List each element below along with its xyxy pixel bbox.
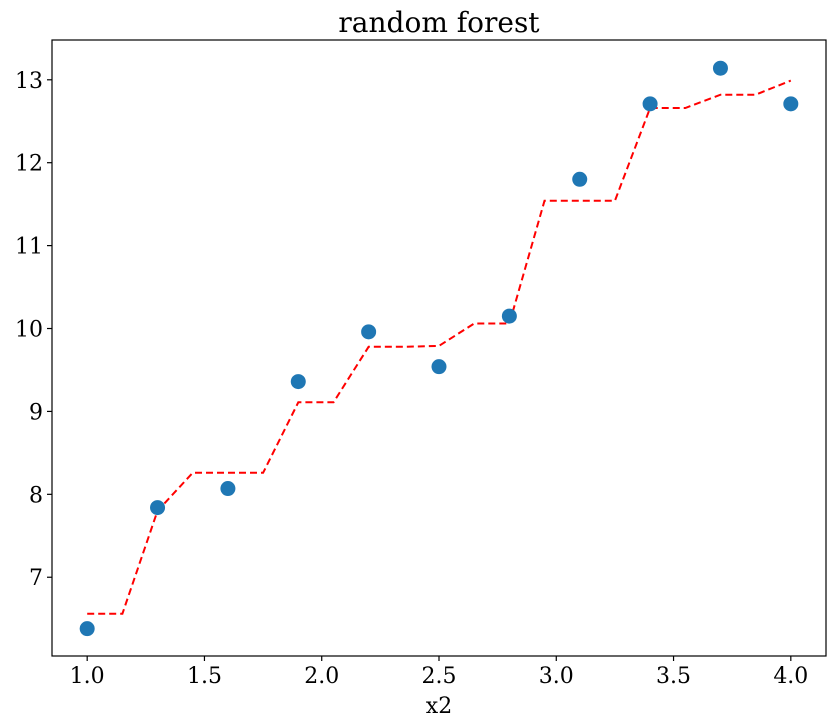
data-point bbox=[150, 500, 166, 516]
data-point bbox=[361, 324, 377, 340]
fit-line bbox=[87, 79, 792, 615]
data-point bbox=[220, 481, 236, 497]
data-point bbox=[290, 374, 306, 390]
x-tick-label: 3.5 bbox=[656, 664, 691, 689]
y-tick-label: 13 bbox=[15, 69, 43, 94]
data-points bbox=[79, 60, 799, 637]
data-point bbox=[712, 60, 728, 76]
x-tick-label: 1.5 bbox=[187, 664, 222, 689]
data-point bbox=[783, 96, 799, 112]
y-tick-label: 9 bbox=[29, 400, 43, 425]
data-point bbox=[572, 171, 588, 187]
x-tick-label: 4.0 bbox=[773, 664, 808, 689]
y-tick-label: 11 bbox=[15, 235, 43, 260]
y-tick-label: 10 bbox=[15, 318, 43, 343]
data-point bbox=[431, 359, 447, 375]
x-tick-label: 2.0 bbox=[304, 664, 339, 689]
plot-frame bbox=[51, 39, 827, 657]
y-axis: 7 8 9 10 11 12 13 bbox=[15, 69, 52, 591]
x-axis-label: x2 bbox=[426, 694, 452, 719]
y-tick-label: 12 bbox=[15, 152, 43, 177]
x-tick-label: 2.5 bbox=[422, 664, 457, 689]
data-point bbox=[79, 621, 95, 637]
x-axis: 1.0 1.5 2.0 2.5 3.0 3.5 4.0 bbox=[70, 656, 808, 689]
chart-title: random forest bbox=[338, 6, 540, 39]
y-tick-label: 7 bbox=[29, 566, 43, 591]
data-point bbox=[642, 96, 658, 112]
data-point bbox=[501, 308, 517, 324]
x-tick-label: 1.0 bbox=[70, 664, 105, 689]
y-tick-label: 8 bbox=[29, 483, 43, 508]
x-tick-label: 3.0 bbox=[539, 664, 574, 689]
